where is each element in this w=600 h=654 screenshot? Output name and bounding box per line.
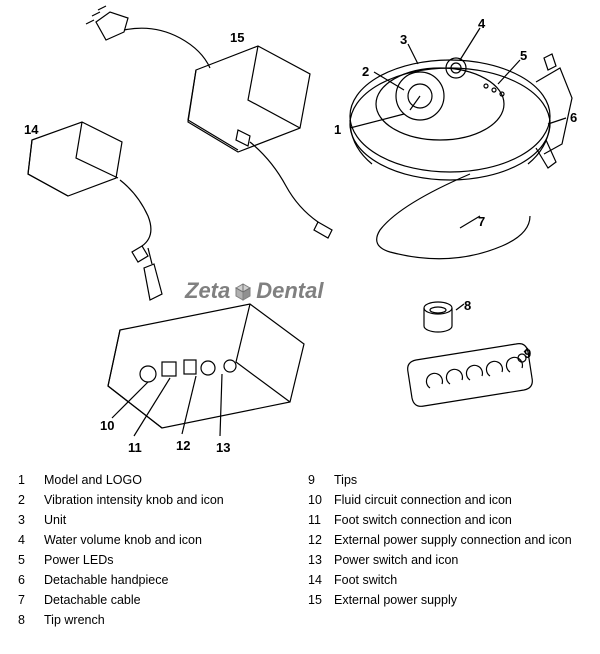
legend-number: 10 <box>308 490 334 510</box>
callout-number: 7 <box>478 214 485 229</box>
unit-rear-drawing <box>108 248 304 436</box>
legend-row: 8Tip wrench <box>18 610 308 630</box>
legend-text: Power LEDs <box>44 550 308 570</box>
legend-row: 11Foot switch connection and icon <box>308 510 588 530</box>
callout-number: 6 <box>570 110 577 125</box>
legend-row: 14Foot switch <box>308 570 588 590</box>
legend-number: 5 <box>18 550 44 570</box>
legend-number: 12 <box>308 530 334 550</box>
callout-number: 9 <box>524 346 531 361</box>
main-unit-drawing <box>350 28 572 259</box>
legend-row: 10Fluid circuit connection and icon <box>308 490 588 510</box>
legend-row: 2Vibration intensity knob and icon <box>18 490 308 510</box>
legend-number: 3 <box>18 510 44 530</box>
legend-row: 7Detachable cable <box>18 590 308 610</box>
line-art-svg <box>0 0 600 460</box>
cube-icon <box>232 280 254 302</box>
callout-number: 12 <box>176 438 190 453</box>
power-supply-drawing <box>86 6 332 238</box>
watermark-text-right: Dental <box>256 278 323 304</box>
legend-text: External power supply <box>334 590 588 610</box>
legend-text: Tips <box>334 470 588 490</box>
legend-text: Detachable handpiece <box>44 570 308 590</box>
legend-row: 13Power switch and icon <box>308 550 588 570</box>
legend-text: External power supply connection and ico… <box>334 530 588 550</box>
callout-number: 15 <box>230 30 244 45</box>
legend-number: 6 <box>18 570 44 590</box>
technical-drawing-area: Zeta Dental 151412345678910111213 <box>0 0 600 450</box>
legend-text: Foot switch <box>334 570 588 590</box>
legend-row: 6Detachable handpiece <box>18 570 308 590</box>
footswitch-drawing <box>28 122 151 262</box>
legend-number: 4 <box>18 530 44 550</box>
callout-number: 3 <box>400 32 407 47</box>
legend-row: 5Power LEDs <box>18 550 308 570</box>
legend-row: 3Unit <box>18 510 308 530</box>
legend-number: 1 <box>18 470 44 490</box>
legend-row: 12External power supply connection and i… <box>308 530 588 550</box>
legend-text: Water volume knob and icon <box>44 530 308 550</box>
legend-number: 13 <box>308 550 334 570</box>
legend-text: Tip wrench <box>44 610 308 630</box>
legend-number: 11 <box>308 510 334 530</box>
callout-number: 10 <box>100 418 114 433</box>
legend-number: 15 <box>308 590 334 610</box>
callout-number: 11 <box>128 440 142 455</box>
legend-number: 2 <box>18 490 44 510</box>
legend-number: 7 <box>18 590 44 610</box>
legend-text: Vibration intensity knob and icon <box>44 490 308 510</box>
legend-text: Detachable cable <box>44 590 308 610</box>
watermark-logo: Zeta Dental <box>185 278 324 304</box>
callout-number: 1 <box>334 122 341 137</box>
callout-number: 13 <box>216 440 230 455</box>
legend-number: 9 <box>308 470 334 490</box>
callout-number: 8 <box>464 298 471 313</box>
parts-legend: 1Model and LOGO2Vibration intensity knob… <box>18 470 588 630</box>
legend-row: 4Water volume knob and icon <box>18 530 308 550</box>
callout-number: 5 <box>520 48 527 63</box>
callout-number: 4 <box>478 16 485 31</box>
legend-number: 14 <box>308 570 334 590</box>
legend-column-left: 1Model and LOGO2Vibration intensity knob… <box>18 470 308 630</box>
legend-row: 15External power supply <box>308 590 588 610</box>
legend-row: 1Model and LOGO <box>18 470 308 490</box>
legend-column-right: 9Tips10Fluid circuit connection and icon… <box>308 470 588 630</box>
callout-number: 2 <box>362 64 369 79</box>
legend-text: Unit <box>44 510 308 530</box>
callout-number: 14 <box>24 122 38 137</box>
watermark-text-left: Zeta <box>185 278 230 304</box>
tip-wrench-drawing <box>424 302 464 332</box>
legend-text: Fluid circuit connection and icon <box>334 490 588 510</box>
legend-text: Model and LOGO <box>44 470 308 490</box>
legend-text: Power switch and icon <box>334 550 588 570</box>
diagram-page: Zeta Dental 151412345678910111213 1Model… <box>0 0 600 654</box>
legend-text: Foot switch connection and icon <box>334 510 588 530</box>
tips-card-drawing <box>408 344 533 407</box>
legend-row: 9Tips <box>308 470 588 490</box>
legend-number: 8 <box>18 610 44 630</box>
